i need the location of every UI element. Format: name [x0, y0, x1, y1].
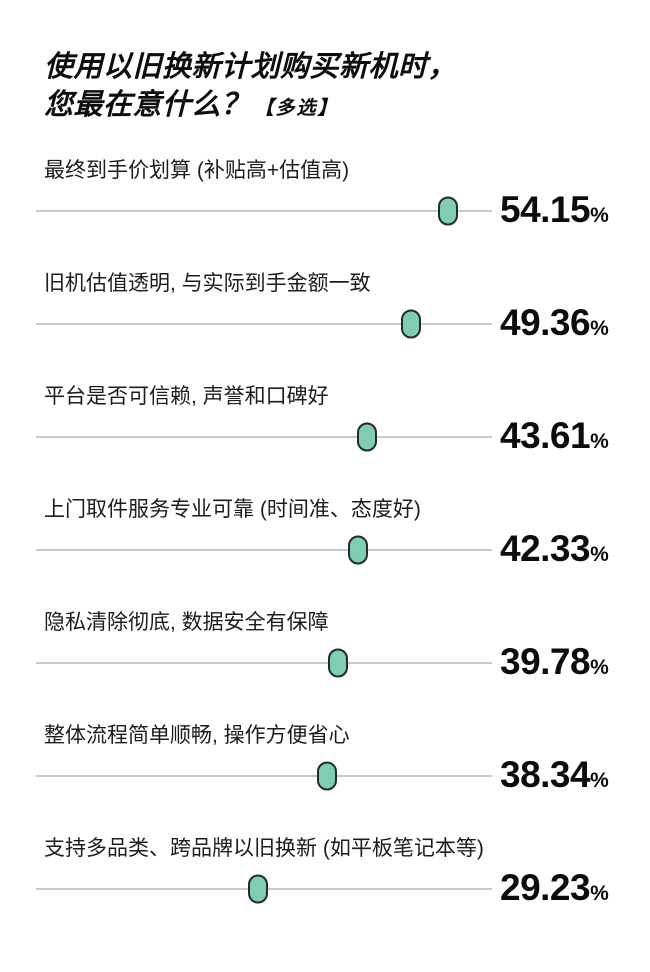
- percent-sign: %: [590, 204, 609, 227]
- row-value: 49.36%: [500, 302, 609, 350]
- dot-marker: [317, 761, 338, 790]
- dot-track: [36, 761, 492, 790]
- dot-track: [36, 309, 492, 338]
- percent-sign: %: [590, 882, 609, 905]
- dot-track: [36, 422, 492, 451]
- row-value: 42.33%: [500, 528, 609, 576]
- dot-marker: [401, 309, 422, 338]
- dot-marker: [347, 535, 368, 564]
- dot-track: [36, 874, 492, 903]
- dot-track: [36, 648, 492, 677]
- percent-sign: %: [590, 769, 609, 792]
- dot-marker: [437, 196, 458, 225]
- track-line: [36, 209, 492, 212]
- row-label: 旧机估值透明, 与实际到手金额一致: [44, 272, 371, 295]
- track-line: [36, 661, 492, 664]
- row-label: 上门取件服务专业可靠 (时间准、态度好): [44, 498, 421, 521]
- value-number: 38.34: [500, 754, 591, 795]
- track-line: [36, 774, 492, 777]
- dot-marker: [328, 648, 349, 677]
- value-number: 29.23: [500, 867, 591, 908]
- row-label: 平台是否可信赖, 声誉和口碑好: [44, 385, 329, 408]
- track-line: [36, 322, 492, 325]
- chart-title: 使用以旧换新计划购买新机时， 您最在意什么？ 【多选】: [44, 48, 457, 128]
- survey-row: 平台是否可信赖, 声誉和口碑好 43.61%: [0, 384, 650, 466]
- survey-row: 隐私清除彻底, 数据安全有保障 39.78%: [0, 610, 650, 692]
- row-label: 支持多品类、跨品牌以旧换新 (如平板笔记本等): [44, 837, 484, 860]
- row-value: 54.15%: [500, 189, 609, 237]
- value-number: 54.15: [500, 189, 591, 230]
- survey-row: 最终到手价划算 (补贴高+估值高) 54.15%: [0, 158, 650, 240]
- percent-sign: %: [590, 543, 609, 566]
- value-number: 43.61: [500, 415, 591, 456]
- row-value: 39.78%: [500, 641, 609, 689]
- chart-title-line1: 使用以旧换新计划购买新机时，: [44, 51, 458, 83]
- survey-row: 旧机估值透明, 与实际到手金额一致 49.36%: [0, 271, 650, 353]
- dot-marker: [357, 422, 378, 451]
- percent-sign: %: [590, 430, 609, 453]
- multi-select-tag: 【多选】: [254, 98, 339, 119]
- row-value: 29.23%: [500, 867, 609, 915]
- row-value: 43.61%: [500, 415, 609, 463]
- survey-row: 整体流程简单顺畅, 操作方便省心 38.34%: [0, 723, 650, 805]
- track-line: [36, 435, 492, 438]
- value-number: 42.33: [500, 528, 591, 569]
- survey-row: 支持多品类、跨品牌以旧换新 (如平板笔记本等) 29.23%: [0, 836, 650, 918]
- dot-track: [36, 535, 492, 564]
- dot-track: [36, 196, 492, 225]
- row-label: 整体流程简单顺畅, 操作方便省心: [44, 724, 350, 747]
- row-label: 最终到手价划算 (补贴高+估值高): [44, 159, 350, 182]
- row-value: 38.34%: [500, 754, 609, 802]
- value-number: 39.78: [500, 641, 591, 682]
- dot-marker: [248, 874, 269, 903]
- percent-sign: %: [590, 317, 609, 340]
- track-line: [36, 548, 492, 551]
- percent-sign: %: [590, 656, 609, 679]
- survey-row: 上门取件服务专业可靠 (时间准、态度好) 42.33%: [0, 497, 650, 579]
- value-number: 49.36: [500, 302, 591, 343]
- row-label: 隐私清除彻底, 数据安全有保障: [44, 611, 329, 634]
- chart-title-line2: 您最在意什么？: [44, 89, 251, 121]
